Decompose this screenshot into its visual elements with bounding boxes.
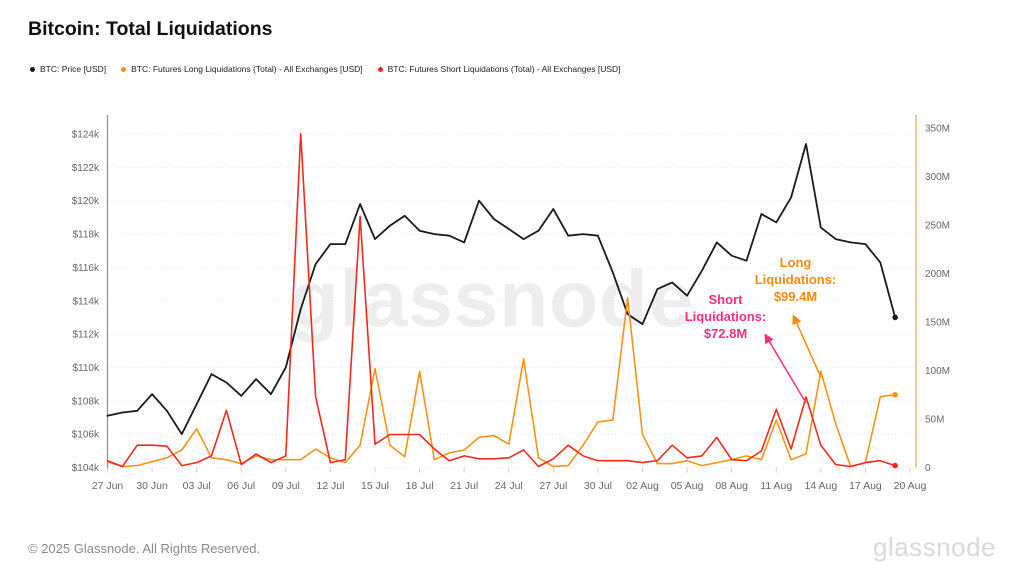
y-axis-label-left: $114k bbox=[72, 296, 100, 307]
series-end-dot bbox=[892, 314, 898, 321]
legend-item-short-liquidations[interactable]: BTC: Futures Short Liquidations (Total) … bbox=[377, 64, 621, 74]
long-liquidations-series-dot-icon bbox=[121, 66, 127, 72]
legend-item-label: BTC: Futures Short Liquidations (Total) … bbox=[387, 64, 621, 74]
legend-item-long-liquidations[interactable]: BTC: Futures Long Liquidations (Total) -… bbox=[121, 64, 363, 74]
x-axis-label: 15 Jul bbox=[361, 480, 389, 492]
x-axis-label: 09 Jul bbox=[272, 480, 300, 492]
short-liquidations-line bbox=[106, 133, 896, 468]
y-axis-label-left: $106k bbox=[72, 430, 100, 441]
y-axis-label-right: 50M bbox=[925, 415, 944, 426]
short-liquidations-annotation: Short Liquidations: $72.8M bbox=[684, 292, 767, 341]
x-axis-label: 02 Aug bbox=[626, 480, 659, 492]
legend-item-label: BTC: Futures Long Liquidations (Total) -… bbox=[131, 64, 363, 74]
y-axis-label-right: 350M bbox=[925, 124, 950, 135]
y-axis-label-left: $112k bbox=[72, 330, 100, 341]
y-axis-label-left: $122k bbox=[72, 163, 100, 174]
y-axis-label-right: 100M bbox=[925, 366, 950, 377]
glassnode-logo: glassnode bbox=[872, 532, 996, 562]
series-end-dot bbox=[892, 391, 898, 398]
x-axis-label: 30 Jul bbox=[584, 480, 612, 492]
x-axis-label: 20 Aug bbox=[894, 480, 927, 492]
copyright-text: © 2025 Glassnode. All Rights Reserved. bbox=[28, 541, 261, 556]
y-axis-label-right: 200M bbox=[925, 269, 950, 280]
legend-item-price[interactable]: BTC: Price [USD] bbox=[30, 64, 106, 74]
short-liquidations-series-dot-icon bbox=[377, 66, 383, 72]
y-axis-label-right: 150M bbox=[925, 318, 950, 329]
y-axis-label-right: 0 bbox=[925, 463, 931, 474]
x-axis-label: 08 Aug bbox=[715, 480, 748, 492]
x-axis-label: 11 Aug bbox=[760, 480, 792, 492]
x-axis-label: 14 Aug bbox=[804, 480, 837, 492]
y-axis-label-left: $116k bbox=[72, 263, 100, 274]
y-axis-label-left: $120k bbox=[72, 196, 100, 207]
x-axis-label: 06 Jul bbox=[227, 480, 255, 492]
series-end-dot bbox=[892, 462, 898, 469]
y-axis-label-left: $124k bbox=[72, 130, 100, 141]
x-axis-label: 27 Jul bbox=[539, 480, 567, 492]
legend-item-label: BTC: Price [USD] bbox=[40, 64, 107, 74]
page-title: Bitcoin: Total Liquidations bbox=[28, 18, 273, 40]
x-axis-label: 21 Jul bbox=[450, 480, 478, 492]
watermark-text: glassnode bbox=[290, 254, 695, 343]
price-line bbox=[106, 143, 896, 436]
x-axis-label: 05 Aug bbox=[671, 480, 704, 492]
x-axis-label: 03 Jul bbox=[183, 480, 211, 492]
y-axis-label-left: $118k bbox=[72, 230, 100, 241]
annotation-arrow bbox=[792, 314, 822, 378]
x-axis-label: 27 Jun bbox=[92, 480, 124, 492]
y-axis-label-left: $108k bbox=[72, 396, 100, 407]
long-liquidations-annotation: Long Liquidations: $99.4M bbox=[754, 255, 837, 304]
annotation-arrow bbox=[764, 333, 807, 404]
x-axis-label: 17 Aug bbox=[849, 480, 882, 492]
y-axis-label-right: 300M bbox=[925, 172, 950, 183]
chart-legend: BTC: Price [USD] BTC: Futures Long Liqui… bbox=[30, 64, 621, 74]
x-axis-label: 30 Jun bbox=[136, 480, 168, 492]
price-series-dot-icon bbox=[30, 66, 35, 72]
x-axis-label: 18 Jul bbox=[406, 480, 434, 492]
long-liquidations-line bbox=[106, 296, 896, 468]
x-axis-label: 24 Jul bbox=[495, 480, 523, 492]
y-axis-label-right: 250M bbox=[925, 221, 950, 232]
y-axis-label-left: $110k bbox=[72, 363, 100, 374]
x-axis-label: 12 Jul bbox=[316, 480, 344, 492]
y-axis-label-left: $104k bbox=[72, 463, 100, 474]
